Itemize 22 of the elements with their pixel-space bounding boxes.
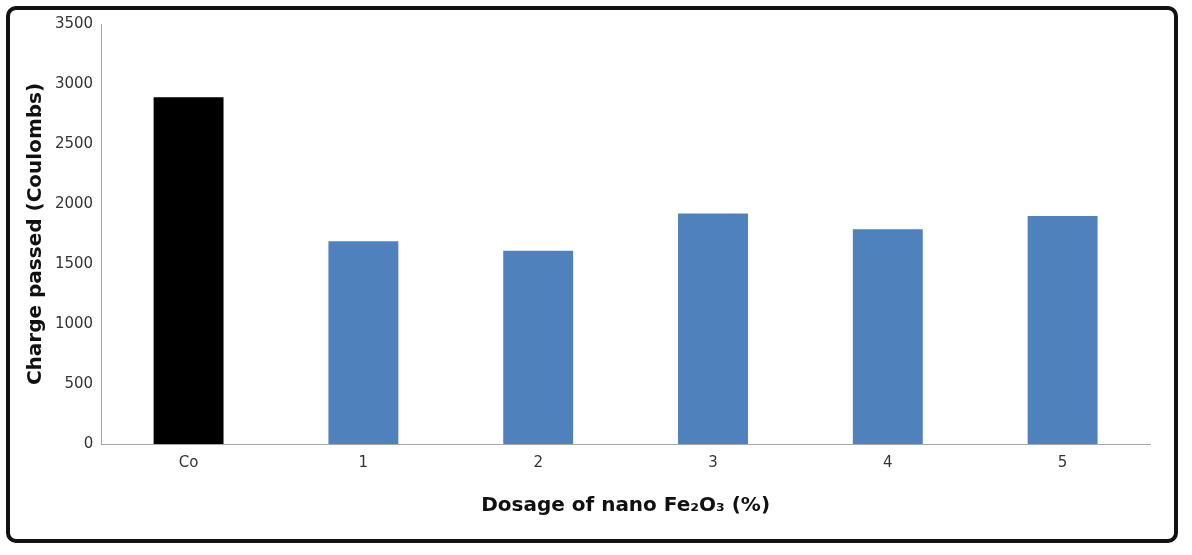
- bar: [328, 241, 399, 444]
- x-tick-label: 4: [883, 452, 893, 471]
- y-tick-label: 0: [83, 433, 94, 452]
- bar: [678, 213, 748, 444]
- y-tick-label: 1000: [54, 313, 94, 332]
- y-tick-label: 3000: [54, 73, 94, 92]
- x-tick-label: 3: [708, 452, 718, 471]
- x-tick-label: 5: [1057, 452, 1068, 471]
- bar: [153, 97, 224, 444]
- x-axis-title: Dosage of nano Fe₂O₃ (%): [481, 492, 771, 517]
- bar: [852, 229, 923, 444]
- y-tick-label: 2500: [54, 133, 94, 152]
- y-tick-label: 500: [64, 373, 94, 392]
- bar: [1027, 216, 1098, 444]
- y-tick-label: 3500: [54, 13, 94, 32]
- y-axis-title: Charge passed (Coulombs): [22, 82, 47, 386]
- y-tick-label: 2000: [54, 193, 94, 212]
- bar: [503, 250, 574, 444]
- x-tick-label: Co: [178, 452, 199, 471]
- y-tick-label: 1500: [54, 253, 94, 272]
- x-tick-label: 1: [358, 452, 369, 471]
- x-tick-label: 2: [533, 452, 543, 471]
